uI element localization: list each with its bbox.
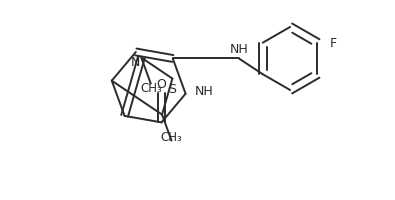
- Text: CH₃: CH₃: [161, 130, 182, 143]
- Text: O: O: [156, 78, 166, 91]
- Text: S: S: [168, 82, 177, 95]
- Text: N: N: [131, 56, 141, 69]
- Text: NH: NH: [194, 85, 213, 98]
- Text: F: F: [329, 37, 337, 50]
- Text: CH₃: CH₃: [140, 82, 162, 95]
- Text: NH: NH: [229, 43, 248, 56]
